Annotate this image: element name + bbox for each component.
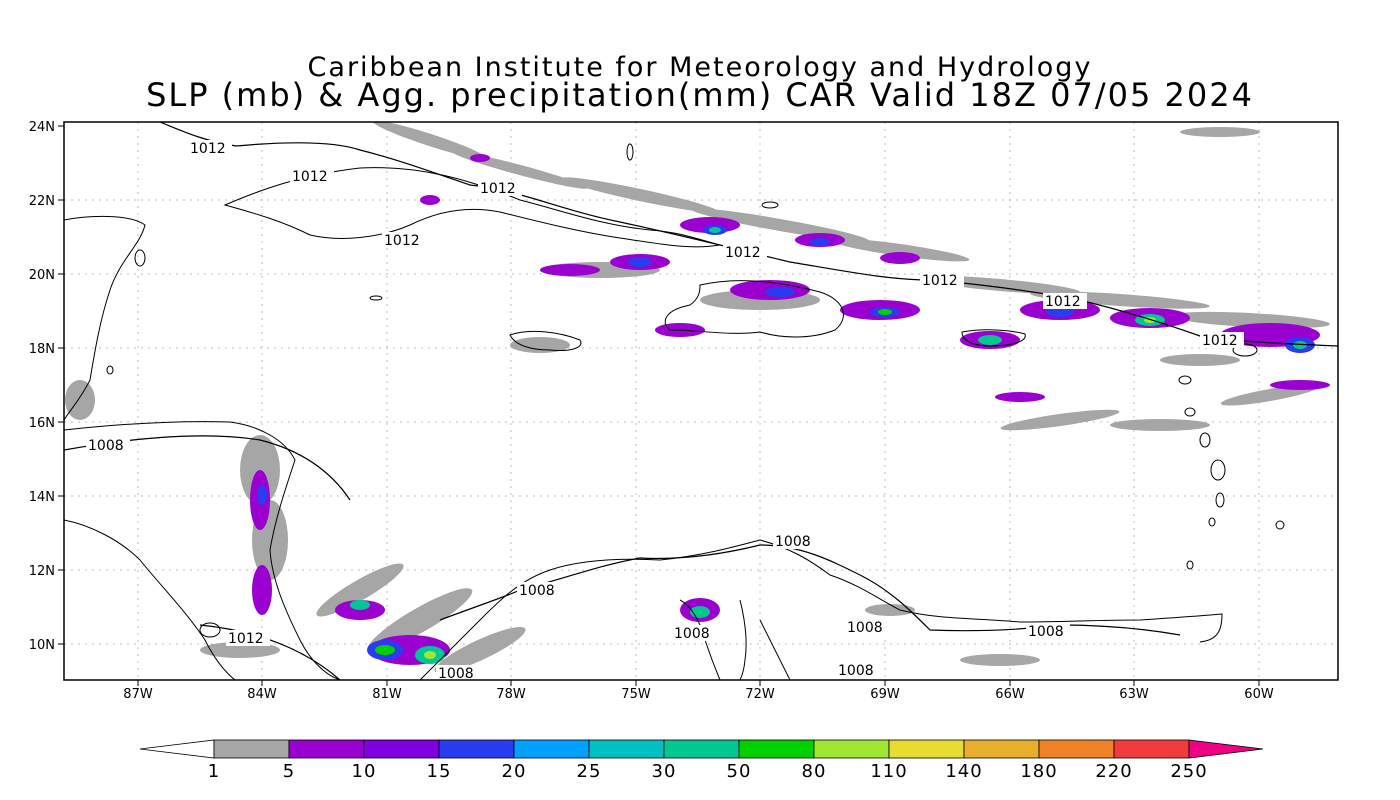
colorbar-segment [963, 739, 1040, 759]
isobar-label: 1012 [1202, 333, 1238, 349]
colorbar-label: 80 [802, 761, 827, 782]
colorbar-label: 250 [1170, 761, 1207, 782]
lat-tick-label: 12N [29, 564, 55, 579]
colorbar-segment [588, 739, 665, 759]
colorbar-segment [213, 739, 290, 759]
colorbar-segment [813, 739, 890, 759]
colorbar-label: 1 [208, 761, 220, 782]
colorbar-label: 5 [283, 761, 295, 782]
colorbar-segment [438, 739, 515, 759]
isobar-label: 1008 [674, 626, 710, 642]
lat-tick-label: 20N [29, 268, 55, 283]
isobar-labels: 1012 1012 1012 1012 1012 1012 1012 1012 … [86, 140, 1244, 682]
isobar-label: 1012 [480, 181, 516, 197]
lon-tick-label: 63W [1119, 687, 1149, 702]
lon-tick-label: 69W [870, 687, 900, 702]
plot-frame [63, 121, 1339, 681]
colorbar-segment [888, 739, 965, 759]
lon-tick-label: 72W [745, 687, 775, 702]
colorbar-label: 180 [1020, 761, 1057, 782]
longitude-labels: 87W 84W 81W 78W 75W 72W 69W 66W 63W 60W [123, 687, 1274, 702]
colorbar-label: 220 [1095, 761, 1132, 782]
isobar-label: 1008 [1028, 624, 1064, 640]
colorbar-label: 110 [870, 761, 907, 782]
colorbar-segment [288, 739, 365, 759]
colorbar-segment [663, 739, 740, 759]
isobar-label: 1012 [1045, 294, 1081, 310]
isobar-label: 1008 [438, 666, 474, 682]
colorbar-label: 25 [577, 761, 602, 782]
isobar-label: 1008 [847, 620, 883, 636]
lon-tick-label: 75W [621, 687, 651, 702]
colorbar-segment [1188, 739, 1264, 759]
colorbar [139, 739, 1264, 759]
lat-tick-label: 18N [29, 342, 55, 357]
isobar-label: 1008 [838, 663, 874, 679]
lat-tick-label: 10N [29, 638, 55, 653]
lat-tick-label: 16N [29, 416, 55, 431]
isobar-label: 1012 [228, 631, 264, 647]
lat-tick-label: 24N [29, 120, 55, 135]
colorbar-labels: 1 5 10 15 20 25 30 50 80 110 140 180 220… [208, 761, 1207, 782]
isobar-label: 1012 [922, 273, 958, 289]
lat-tick-label: 14N [29, 490, 55, 505]
isobar-label: 1008 [519, 583, 555, 599]
lon-tick-label: 87W [123, 687, 153, 702]
colorbar-label: 15 [427, 761, 452, 782]
colorbar-label: 140 [945, 761, 982, 782]
latitude-labels: 24N 22N 20N 18N 16N 14N 12N 10N [29, 120, 55, 653]
lon-tick-label: 60W [1244, 687, 1274, 702]
colorbar-label: 30 [652, 761, 677, 782]
colorbar-segment [513, 739, 590, 759]
lat-tick-label: 22N [29, 194, 55, 209]
colorbar-label: 50 [727, 761, 752, 782]
isobar-label: 1008 [88, 438, 124, 454]
isobar-label: 1012 [725, 245, 761, 261]
colorbar-label: 20 [502, 761, 527, 782]
isobar-label: 1012 [190, 141, 226, 157]
lon-tick-label: 81W [372, 687, 402, 702]
plot-area [64, 122, 1338, 680]
colorbar-segment [738, 739, 815, 759]
colorbar-segment [1038, 739, 1115, 759]
coastlines [64, 143, 1285, 680]
lon-tick-label: 84W [247, 687, 277, 702]
colorbar-label: 10 [352, 761, 377, 782]
colorbar-segment [363, 739, 440, 759]
colorbar-segment [139, 739, 215, 759]
lon-tick-label: 66W [995, 687, 1025, 702]
isobar-label: 1008 [775, 534, 811, 550]
isobar-label: 1012 [384, 233, 420, 249]
lon-tick-label: 78W [496, 687, 526, 702]
title-line-2: SLP (mb) & Agg. precipitation(mm) CAR Va… [146, 76, 1254, 114]
isobar-label: 1012 [292, 169, 328, 185]
axis-ticks [58, 125, 1260, 686]
title-line-1: Caribbean Institute for Meteorology and … [307, 52, 1093, 83]
colorbar-segment [1113, 739, 1190, 759]
